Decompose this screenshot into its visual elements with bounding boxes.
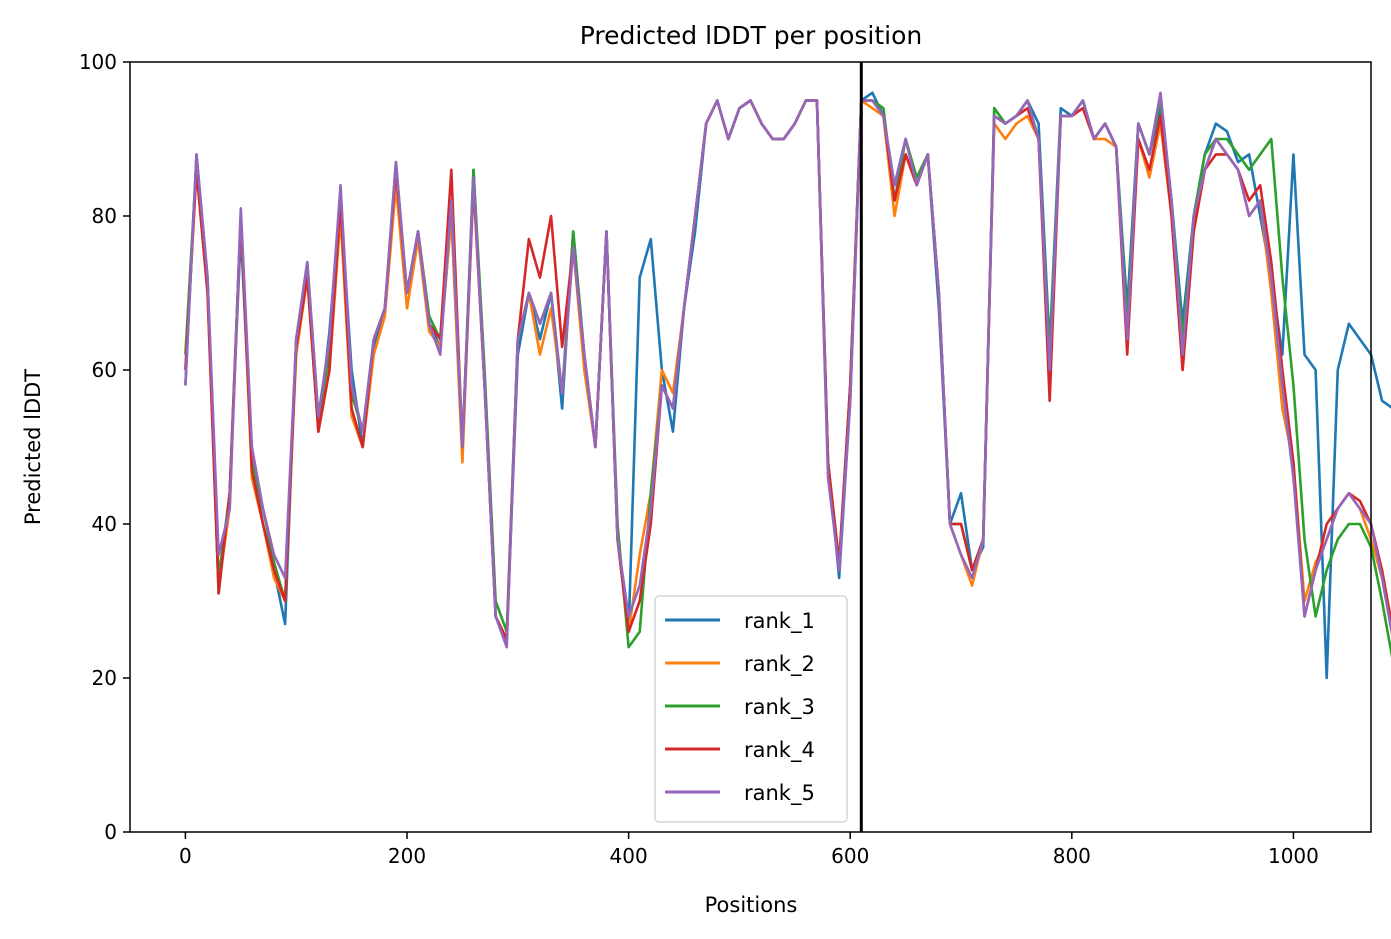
legend-label-rank-3: rank_3	[744, 695, 815, 720]
series-line-rank-5	[184, 91, 1391, 649]
legend-label-rank-1: rank_1	[744, 609, 815, 634]
legend-box	[654, 595, 848, 823]
y-tick-label: 60	[92, 358, 117, 382]
y-tick-label: 80	[92, 204, 117, 228]
y-axis-title: Predicted lDDT	[21, 369, 45, 525]
y-tick-label: 100	[79, 50, 117, 74]
plot-layer	[184, 62, 1391, 832]
x-axis-title: Positions	[705, 893, 798, 917]
chart-title: Predicted lDDT per position	[580, 21, 922, 50]
x-tick-label: 600	[831, 844, 869, 868]
x-tick-label: 1000	[1268, 844, 1319, 868]
x-tick-label: 0	[179, 844, 192, 868]
y-tick-label: 20	[92, 666, 117, 690]
legend-label-rank-4: rank_4	[744, 738, 815, 763]
x-tick-label: 200	[388, 844, 426, 868]
ticks-layer: 0 200 400 600 800 1000 0 20 40 60 80 100	[79, 50, 1319, 868]
y-tick-label: 40	[92, 512, 117, 536]
legend: rank_1 rank_2 rank_3 rank_4 rank_5	[654, 595, 848, 823]
legend-label-rank-5: rank_5	[744, 781, 815, 806]
y-tick-label: 0	[104, 820, 117, 844]
x-tick-label: 800	[1053, 844, 1091, 868]
x-tick-label: 400	[610, 844, 648, 868]
plot-frame	[129, 61, 1372, 833]
legend-label-rank-2: rank_2	[744, 652, 815, 677]
